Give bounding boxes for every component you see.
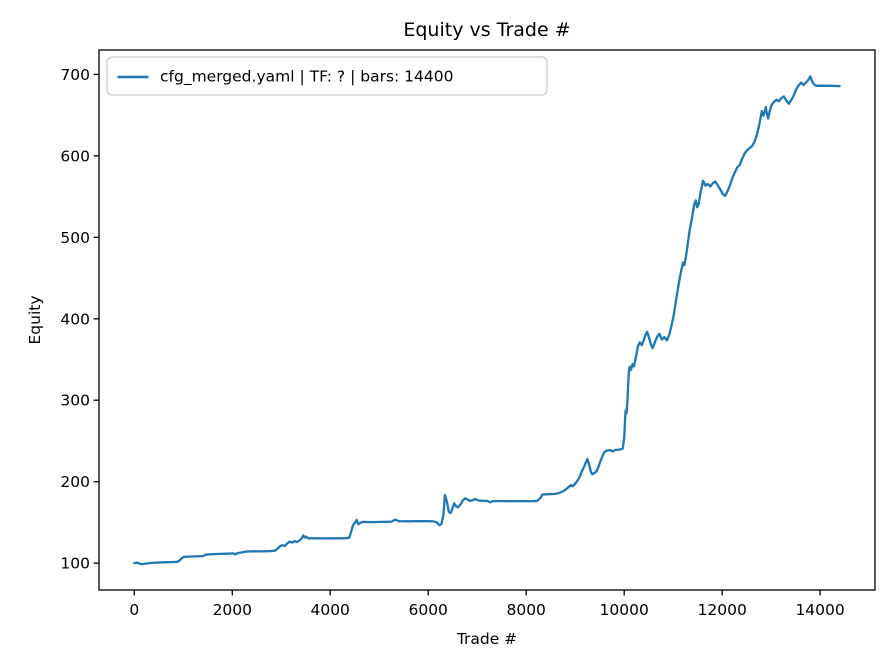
x-tick-label: 4000: [310, 601, 349, 619]
x-tick-label: 14000: [795, 601, 844, 619]
chart-title: Equity vs Trade #: [403, 19, 570, 41]
y-axis: 100 200 300 400 500 600 700: [60, 66, 99, 573]
y-tick-label: 200: [60, 473, 90, 491]
y-axis-label: Equity: [26, 295, 44, 344]
y-tick-label: 400: [60, 310, 90, 328]
legend-entry-label: cfg_merged.yaml | TF: ? | bars: 14400: [160, 68, 453, 87]
x-tick-label: 12000: [698, 601, 747, 619]
x-tick-label: 2000: [213, 601, 252, 619]
legend: cfg_merged.yaml | TF: ? | bars: 14400: [106, 56, 548, 96]
legend-box: [106, 56, 548, 96]
y-tick-label: 100: [60, 555, 90, 573]
equity-line: [133, 75, 841, 566]
plot-border: [98, 49, 876, 591]
y-tick-label: 300: [60, 392, 90, 410]
y-tick-label: 500: [60, 229, 90, 247]
x-tick-label: 8000: [506, 601, 545, 619]
x-axis-label: Trade #: [456, 630, 517, 648]
x-axis: 0 2000 4000 6000 8000 10000 12000 14000: [129, 590, 845, 619]
x-tick-label: 6000: [408, 601, 447, 619]
y-tick-label: 600: [60, 147, 90, 165]
y-tick-label: 700: [60, 66, 90, 84]
x-tick-label: 0: [129, 601, 139, 619]
x-tick-label: 10000: [600, 601, 649, 619]
